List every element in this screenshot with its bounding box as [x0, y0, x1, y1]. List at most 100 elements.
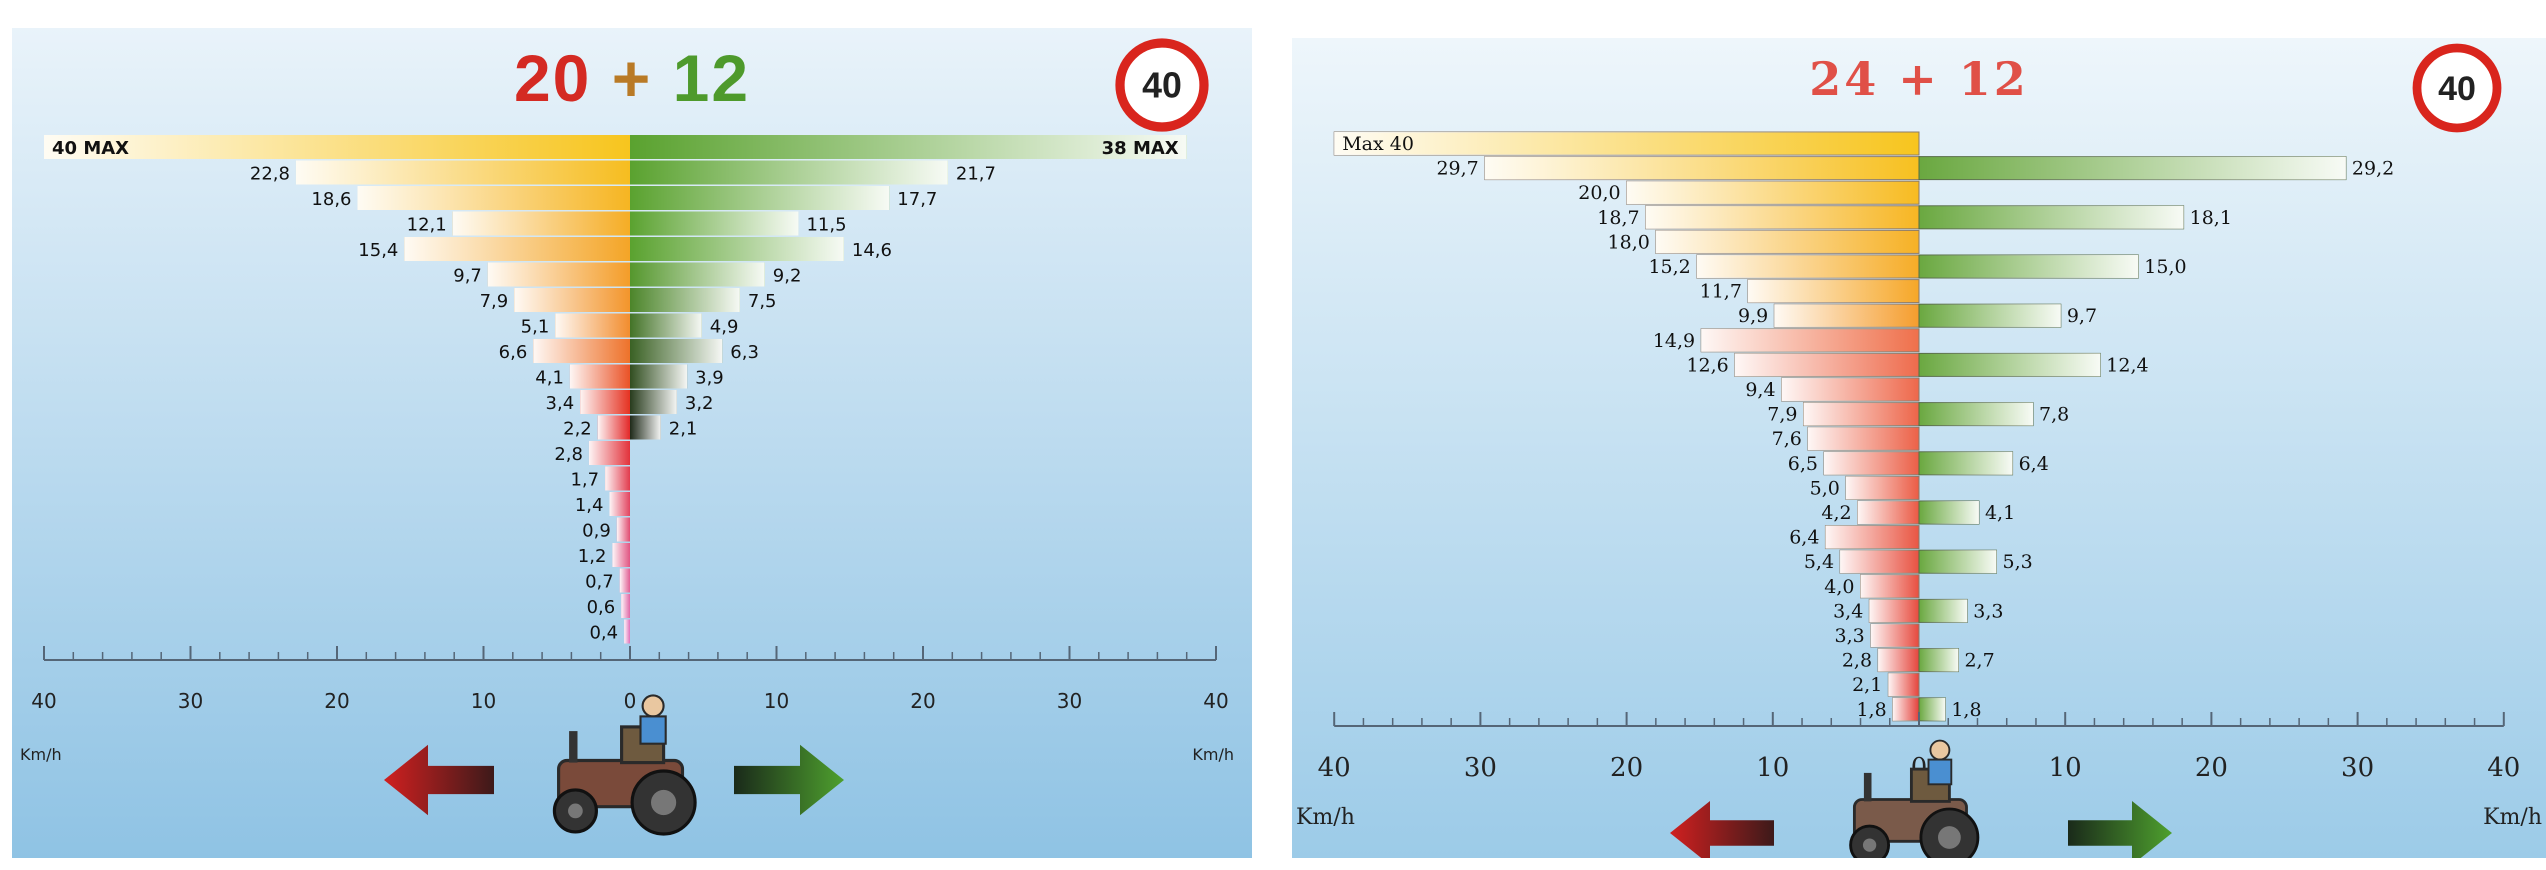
x-tick-label: 20 [910, 689, 935, 713]
title-operator: + [1898, 52, 1940, 106]
left-bar-highlight [1892, 697, 1919, 721]
left-bar-label: 12,1 [407, 215, 447, 236]
left-bar-highlight [1747, 279, 1919, 303]
title-left-number: 20 [513, 41, 592, 115]
left-bar-highlight [404, 237, 630, 261]
left-bar-label: Max 40 [1342, 133, 1414, 155]
left-bar-label: 11,7 [1700, 281, 1742, 303]
x-tick-label: 40 [31, 689, 56, 713]
left-bar-label: 6,4 [1789, 527, 1819, 549]
left-bar-label: 9,9 [1738, 305, 1768, 327]
right-bar-label: 2,1 [669, 419, 698, 440]
right-bar-label: 18,1 [2190, 207, 2232, 229]
left-bar-highlight [555, 313, 630, 338]
right-bar-label: 5,3 [2002, 551, 2032, 573]
left-bar-label: 0,7 [585, 572, 614, 593]
left-bar-label: 3,4 [546, 393, 575, 414]
left-bar-label: 1,7 [570, 470, 599, 491]
left-bar-label: 1,8 [1856, 699, 1886, 721]
left-bar-highlight [1781, 378, 1919, 401]
left-bar-highlight [1484, 156, 1919, 180]
right-bar-label: 4,9 [710, 317, 739, 338]
chart-right-svg: Max 4029,720,018,718,015,211,79,914,912,… [1292, 38, 2546, 858]
left-bar-label: 15,4 [358, 240, 398, 261]
left-bar-highlight [1825, 525, 1919, 549]
unit-label-left: Km/h [20, 745, 62, 764]
left-bar-label: 0,4 [589, 623, 618, 644]
left-bar-label: 40 MAX [52, 138, 129, 159]
right-bar-highlight [1919, 205, 2184, 229]
left-bar-label: 5,0 [1810, 477, 1840, 499]
right-arrow-icon [2068, 801, 2172, 858]
right-arrow-icon [734, 744, 844, 816]
left-bar-label: 4,1 [535, 368, 564, 389]
left-bar-highlight [597, 415, 630, 440]
x-tick-label: 10 [2049, 753, 2082, 783]
x-tick-label: 30 [1057, 689, 1082, 713]
chart-right: Max 40 29,7 20,0 18,7 18,0 15,2 11,7 9,9 14,9 12,… [1292, 38, 2546, 858]
title-left-number: 24 [1809, 52, 1880, 106]
left-bar-highlight [616, 517, 630, 542]
right-bar-highlight [1919, 353, 2101, 377]
left-bar-highlight [1626, 181, 1919, 205]
left-bar-label: 0,6 [587, 597, 616, 618]
x-tick-label: 40 [1318, 753, 1351, 783]
left-bar-label: 7,9 [480, 291, 509, 312]
right-bar-label: 4,1 [1985, 502, 2015, 524]
right-bar-label: 12,4 [2106, 354, 2148, 376]
x-tick-label: 30 [178, 689, 203, 713]
left-bar-highlight [1645, 205, 1919, 229]
title-right-number: 12 [672, 41, 751, 115]
x-tick-label: 30 [1464, 753, 1497, 783]
chart-left-svg: 40 MAX 22,8 18,6 12,1 15,4 9,7 7,9 5,1 6,6 4,1 3,4… [12, 28, 1252, 858]
left-bar-highlight [619, 568, 630, 593]
left-bar-label: 14,9 [1653, 330, 1695, 352]
left-bar-label: 18,6 [311, 189, 351, 210]
left-bar-highlight [1823, 451, 1919, 475]
left-bar-label: 3,4 [1833, 600, 1863, 622]
left-bar-label: 6,6 [499, 342, 528, 363]
left-bar-highlight [624, 619, 630, 644]
title-operator: + [611, 41, 653, 115]
left-bar-label: 0,9 [582, 521, 611, 542]
left-bar-highlight [1878, 648, 1919, 672]
right-bar-highlight [1919, 697, 1946, 721]
right-bar-highlight [1919, 501, 1979, 524]
unit-label-right: Km/h [2483, 805, 2542, 830]
right-bar-highlight [630, 339, 723, 363]
right-bar-highlight [630, 313, 702, 338]
left-bar-label: 15,2 [1648, 256, 1690, 278]
right-bar-highlight [1919, 255, 2139, 278]
speed-limit-badge-text: 40 [2438, 70, 2476, 108]
left-bar-highlight [1869, 599, 1919, 623]
left-bar-highlight [452, 211, 630, 236]
left-bar-highlight [1860, 574, 1919, 598]
right-bar-label: 6,4 [2019, 453, 2049, 475]
x-tick-label: 40 [2487, 753, 2520, 783]
left-bar-label: 1,2 [578, 546, 607, 567]
chart-left-title: 20 + 12 [12, 40, 1252, 116]
chart-right-title: 24 + 12 [1292, 52, 2546, 106]
left-bar-highlight [605, 466, 630, 491]
left-bar-highlight [569, 364, 630, 389]
right-bar-label: 15,0 [2144, 256, 2186, 278]
right-bar-highlight [630, 288, 740, 312]
right-bar-label: 21,7 [956, 164, 996, 185]
left-bar-highlight [487, 262, 630, 287]
left-bar-highlight [612, 543, 630, 567]
x-tick-label: 20 [2195, 753, 2228, 783]
unit-label-right: Km/h [1192, 745, 1234, 764]
speed-limit-badge: 40 [2412, 43, 2502, 133]
left-bar-highlight [1888, 673, 1919, 697]
left-bar-label: 9,4 [1745, 379, 1775, 401]
left-bar-label: 18,7 [1597, 207, 1639, 229]
x-tick-label: 30 [2341, 753, 2374, 783]
left-bar-label: 4,0 [1824, 576, 1854, 598]
left-bar-label: 29,7 [1436, 158, 1478, 180]
left-bar-label: 5,1 [521, 317, 550, 338]
right-bar-highlight [630, 211, 799, 236]
left-bar-highlight [1857, 501, 1919, 524]
right-bar-highlight [1919, 304, 2061, 328]
right-bar-highlight [630, 135, 1187, 159]
left-bar-label: 18,0 [1608, 231, 1650, 253]
